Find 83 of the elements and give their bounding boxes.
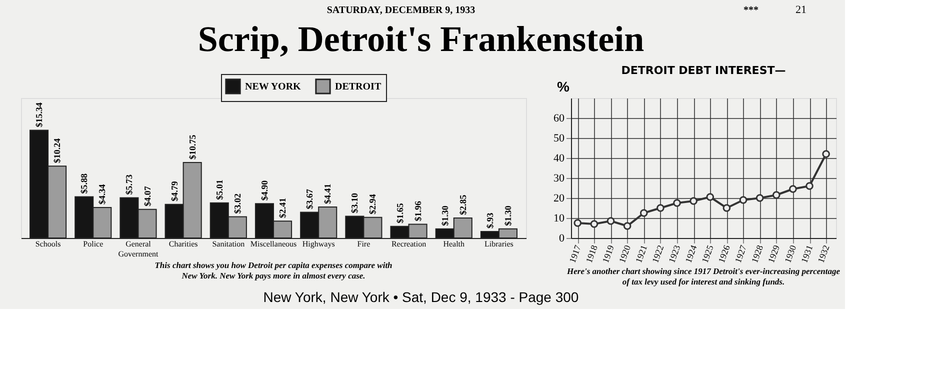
- data-label: $4.79: [169, 180, 180, 202]
- point: [739, 196, 748, 204]
- point: [789, 185, 797, 193]
- data-label: $10.24: [52, 138, 62, 164]
- x-tick-label: 1930: [782, 243, 798, 264]
- x-tick-label: Recreation: [391, 240, 426, 248]
- data-label: $2.85: [458, 194, 468, 215]
- x-tick-label: 1932: [816, 244, 832, 264]
- point: [706, 193, 714, 201]
- x-tick-label: Police: [83, 240, 104, 248]
- x-tick-label: 1925: [700, 243, 716, 264]
- data-label: $15.34: [34, 102, 44, 128]
- point: [772, 191, 780, 199]
- data-label: $5.73: [124, 174, 134, 195]
- x-tick-label: 1918: [584, 243, 600, 264]
- data-label: $5.88: [79, 172, 90, 194]
- x-tick-label: Highways: [302, 240, 335, 248]
- point: [722, 204, 731, 212]
- text: This chart shows you how Detroit per capita expenses compare with New York. New York pays more in almost every case.: [154, 260, 393, 280]
- point: [756, 194, 764, 202]
- x-tick-label: 1922: [650, 244, 666, 264]
- x-tick-label: Fire: [357, 240, 371, 248]
- point: [606, 217, 615, 225]
- y-tick-label: 40: [554, 152, 565, 164]
- y-tick-label: 0: [559, 232, 565, 244]
- point: [623, 222, 632, 230]
- x-tick-label: 1921: [634, 244, 650, 264]
- legend-label: DETROIT: [335, 81, 382, 92]
- data-label: $.93: [484, 212, 495, 228]
- y-tick-label: 50: [554, 132, 565, 144]
- x-tick-label: 1917: [567, 243, 583, 264]
- text: ***: [744, 5, 758, 16]
- data-label: $1.65: [394, 202, 405, 224]
- x-tick-label: 1929: [766, 243, 782, 264]
- data-label: $10.75: [187, 134, 198, 160]
- data-label: $2.41: [278, 197, 288, 218]
- data-label: $4.07: [142, 186, 152, 206]
- x-tick-label: Charities: [168, 240, 198, 248]
- data-label: $3.67: [304, 188, 315, 210]
- y-tick-label: 60: [554, 112, 565, 124]
- point: [806, 182, 814, 190]
- x-tick-label: 1919: [600, 243, 616, 264]
- data-label: $1.30: [502, 205, 513, 226]
- data-label: $1.96: [412, 200, 423, 222]
- data-label: $1.30: [440, 205, 450, 226]
- x-tick-label: Sanitation: [212, 240, 245, 248]
- data-label: $4.41: [322, 183, 333, 204]
- chart-title: DETROIT DEBT INTEREST—: [621, 64, 786, 77]
- point: [590, 220, 598, 228]
- x-tick-label: Libraries: [484, 240, 514, 248]
- x-tick-label: 1923: [666, 243, 682, 264]
- y-axis-title: %: [557, 78, 570, 94]
- point: [656, 204, 664, 212]
- point: [640, 209, 648, 217]
- legend-label: NEW YORK: [245, 81, 302, 92]
- x-tick-label: 1924: [683, 243, 699, 264]
- data-label: $3.02: [232, 193, 242, 214]
- data-label: $5.01: [214, 179, 224, 200]
- point: [822, 150, 830, 158]
- x-tick-label: Health: [443, 240, 465, 248]
- point: [690, 197, 698, 205]
- data-label: $4.90: [259, 180, 270, 201]
- y-tick-label: 10: [554, 212, 565, 224]
- data-label: $2.94: [368, 194, 378, 214]
- point: [673, 199, 681, 207]
- text: Here's another chart showing since 1917 Detroit's ever-increasing percentage of tax levy used for interest and sinking funds.: [566, 266, 840, 286]
- text: New York, New York • Sat, Dec 9, 1933 - Page 300: [263, 289, 579, 305]
- x-tick-label: 1920: [616, 243, 633, 264]
- text: 21: [796, 4, 806, 16]
- chart-title: Scrip, Detroit's Frankenstein: [198, 19, 644, 59]
- x-tick-label: 1931: [799, 244, 815, 264]
- x-tick-label: 1926: [716, 243, 732, 264]
- x-tick-label: 1928: [749, 243, 766, 264]
- x-tick-label: Miscellaneous: [250, 240, 297, 248]
- x-tick-label: General Government: [118, 240, 159, 258]
- data-label: $4.34: [97, 184, 108, 205]
- x-tick-label: 1927: [732, 243, 749, 264]
- data-label: $3.10: [350, 192, 360, 214]
- point: [574, 219, 582, 227]
- y-tick-label: 30: [554, 172, 565, 184]
- x-tick-label: Schools: [35, 240, 61, 248]
- chart-subtitle: SATURDAY, DECEMBER 9, 1933: [326, 5, 476, 16]
- y-tick-label: 20: [554, 192, 565, 204]
